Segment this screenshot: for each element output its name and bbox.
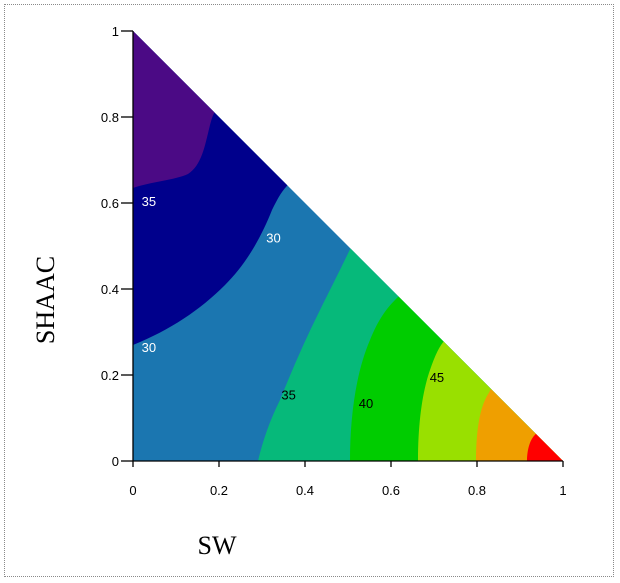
- x-tick-label: 0.4: [296, 483, 314, 498]
- y-tick-label: 1: [112, 24, 119, 39]
- contour-fill-group: [133, 31, 563, 461]
- contour-label: 45: [430, 370, 444, 385]
- x-tick-label: 1: [559, 483, 566, 498]
- x-tick-label: 0: [129, 483, 136, 498]
- x-ticks: 0 0.2 0.4 0.6 0.8 1: [129, 461, 567, 498]
- contour-label: 30: [266, 230, 280, 245]
- x-tick-label: 0.6: [382, 483, 400, 498]
- axes: [132, 31, 563, 462]
- contour-label: 35: [281, 387, 295, 402]
- contour-label: 30: [142, 340, 156, 355]
- y-tick-label: 0.2: [101, 368, 119, 383]
- y-tick-label: 0.6: [101, 196, 119, 211]
- x-tick-label: 0.8: [468, 483, 486, 498]
- y-tick-label: 0: [112, 454, 119, 469]
- contour-label: 35: [142, 194, 156, 209]
- y-tick-label: 0.4: [101, 282, 119, 297]
- y-ticks: 0 0.2 0.4 0.6 0.8 1: [101, 24, 133, 469]
- region-red: [527, 380, 563, 461]
- chart-frame: [4, 4, 614, 577]
- x-tick-label: 0.2: [210, 483, 228, 498]
- y-axis-title: SHAAC: [31, 256, 60, 344]
- x-axis-title: SW: [198, 531, 237, 560]
- contour-label: 40: [359, 396, 373, 411]
- contour-labels: 35 30 30 35 40 45: [142, 194, 445, 411]
- y-tick-label: 0.8: [101, 110, 119, 125]
